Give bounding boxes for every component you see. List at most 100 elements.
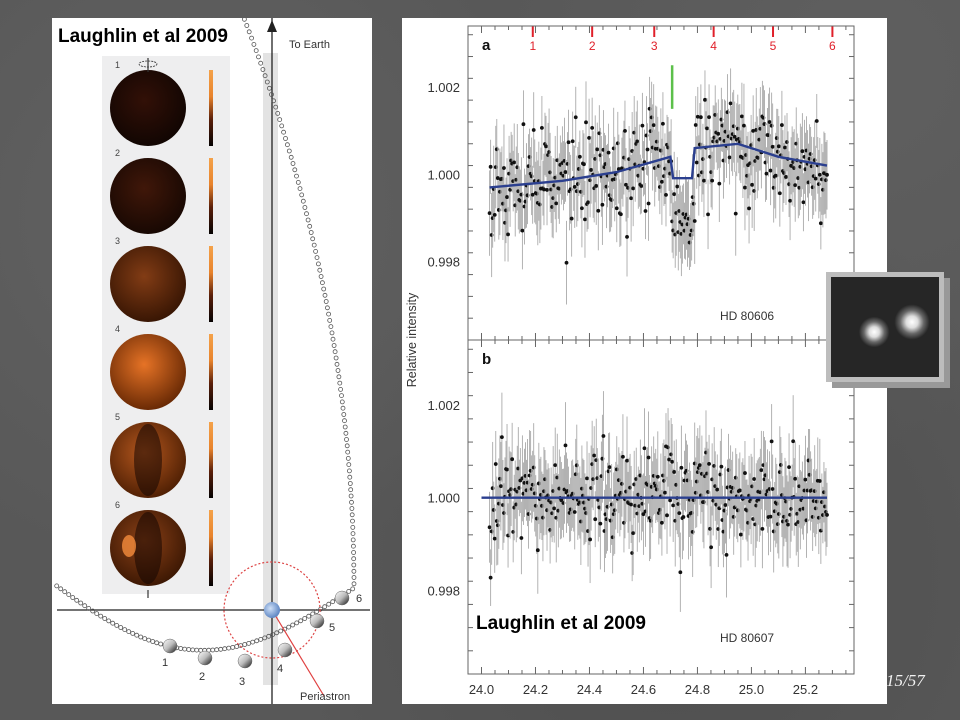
orbit-point <box>277 117 283 122</box>
data-point <box>702 178 706 183</box>
data-point <box>677 511 682 515</box>
orbit-diagram: To Earth Periastron 1 2 3 4 5 6 1 2 3 4 5 6 <box>54 10 370 704</box>
orbit-point <box>98 613 104 619</box>
data-point <box>579 206 584 211</box>
y-tick-label: 0.998 <box>427 584 460 599</box>
orbit-point <box>302 205 308 210</box>
orbit-point <box>324 305 330 311</box>
x-tick-label: 24.6 <box>631 682 656 697</box>
orbit-point <box>102 616 108 621</box>
phase-planet-icon <box>197 650 213 666</box>
orbit-point <box>351 550 357 555</box>
orbit-point <box>322 292 328 298</box>
data-point <box>672 192 677 197</box>
orbit-point <box>298 618 304 624</box>
orbit-point <box>154 640 160 646</box>
y-tick-label: 1.002 <box>427 398 460 413</box>
data-point <box>723 503 728 507</box>
orbit-point <box>330 336 336 342</box>
orbit-point <box>250 639 256 645</box>
data-point <box>716 131 721 136</box>
data-point <box>589 168 594 172</box>
orbit-point <box>142 636 148 641</box>
orbit-point <box>194 647 200 653</box>
phase-label: 5 <box>329 622 335 634</box>
data-point <box>573 115 578 120</box>
orbit-point <box>334 361 340 367</box>
data-point <box>825 513 829 517</box>
orbit-point <box>273 104 279 110</box>
orbit-point <box>308 230 314 235</box>
orbit-point <box>70 595 76 600</box>
orbit-point <box>122 627 128 632</box>
orbit-point <box>222 646 228 652</box>
data-point <box>607 465 612 469</box>
orbit-point <box>349 499 354 505</box>
data-point <box>776 144 781 149</box>
orbit-point <box>304 211 309 217</box>
globe-label: 4 <box>115 324 120 334</box>
phase-planet-icon <box>277 642 293 658</box>
orbit-point <box>146 637 152 643</box>
x-tick-label: 24.8 <box>685 682 710 697</box>
data-point <box>594 184 599 188</box>
orbit-point <box>311 242 317 248</box>
orbit-point <box>300 198 306 204</box>
data-point <box>750 182 755 187</box>
orbit-point <box>342 418 347 424</box>
phase-label: 3 <box>239 676 245 688</box>
periastron-circle <box>223 561 321 659</box>
orbit-point <box>294 620 300 626</box>
orbit-point <box>158 641 164 647</box>
orbit-point <box>335 368 341 373</box>
data-point <box>661 121 665 126</box>
data-point <box>728 101 733 106</box>
orbit-point <box>110 620 116 626</box>
orbit-point <box>190 647 196 653</box>
data-point <box>759 468 764 473</box>
orbit-point <box>315 261 321 267</box>
orbit-point <box>295 179 301 185</box>
data-point <box>552 506 557 511</box>
orbit-point <box>351 556 357 562</box>
orbit-point <box>262 635 268 641</box>
data-point <box>584 120 588 125</box>
data-point <box>743 471 747 475</box>
orbit-point <box>178 646 184 651</box>
data-point <box>825 172 829 177</box>
star-name-label: HD 80607 <box>720 631 774 645</box>
event-marker-label: 6 <box>829 39 836 53</box>
orbit-point <box>264 79 270 85</box>
data-point <box>817 479 822 483</box>
data-point <box>530 192 535 197</box>
data-point <box>768 168 773 173</box>
phase-label: 2 <box>199 671 205 683</box>
data-point <box>724 552 729 557</box>
data-point <box>727 155 732 160</box>
orbit-point <box>258 60 264 66</box>
data-point <box>659 520 664 525</box>
orbit-point <box>244 23 250 28</box>
orbit-point <box>226 645 232 651</box>
orbit-point <box>299 192 305 198</box>
data-point <box>752 477 757 481</box>
hot-spot <box>122 535 136 557</box>
event-marker-label: 1 <box>529 39 536 53</box>
data-point <box>739 114 744 119</box>
data-point <box>572 184 577 189</box>
data-point <box>601 434 606 438</box>
panel-label: b <box>482 351 491 368</box>
x-tick-label: 24.0 <box>469 682 494 697</box>
orbit-point <box>138 634 144 640</box>
y-axis-label: Relative intensity <box>405 292 419 387</box>
data-point <box>791 439 796 444</box>
orbit-point <box>326 601 332 607</box>
orbit-point <box>323 299 329 304</box>
data-point <box>614 206 619 211</box>
data-point <box>667 457 671 462</box>
data-point <box>692 219 697 223</box>
orbit-point <box>350 518 355 524</box>
data-point <box>577 154 582 159</box>
orbit-point <box>286 624 292 630</box>
data-point <box>697 463 702 468</box>
